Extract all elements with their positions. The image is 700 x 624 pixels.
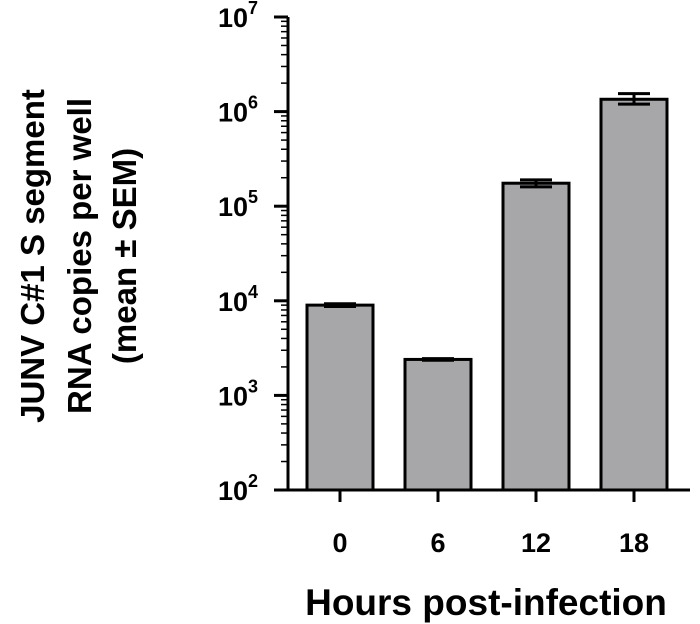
x-ticks: 0 6 12 18 — [332, 490, 649, 558]
bar-6 — [403, 357, 473, 492]
bars — [305, 97, 669, 492]
y-axis-label-line-1: JUNV C#1 S segment — [14, 89, 51, 423]
y-axis-label-line-2: RNA copies per well — [61, 98, 98, 414]
y-tick-label: 105 — [218, 187, 258, 222]
bar-12 — [501, 181, 571, 492]
x-axis-label: Hours post-infection — [305, 582, 667, 623]
error-bar-6 — [422, 357, 454, 362]
y-tick-label: 104 — [218, 282, 258, 317]
y-axis-label-line-3: (mean ± SEM) — [106, 148, 143, 364]
bar-0 — [305, 303, 375, 492]
error-bar-18 — [618, 92, 650, 106]
error-bar-0 — [324, 302, 356, 309]
y-tick-label: 103 — [218, 376, 258, 411]
y-axis-label: JUNV C#1 S segment RNA copies per well (me… — [14, 89, 143, 423]
x-tick-label-0: 0 — [332, 528, 347, 558]
y-tick-label: 107 — [218, 0, 258, 33]
error-bars — [324, 92, 650, 362]
error-bar-12 — [520, 178, 552, 189]
y-tick-label: 102 — [218, 471, 258, 506]
bar-18 — [599, 97, 669, 492]
y-ticks: 102 103 104 105 106 107 — [218, 0, 288, 506]
x-tick-label-18: 18 — [619, 528, 649, 558]
x-tick-label-12: 12 — [521, 528, 551, 558]
y-tick-label: 106 — [218, 93, 258, 128]
x-tick-label-6: 6 — [430, 528, 445, 558]
